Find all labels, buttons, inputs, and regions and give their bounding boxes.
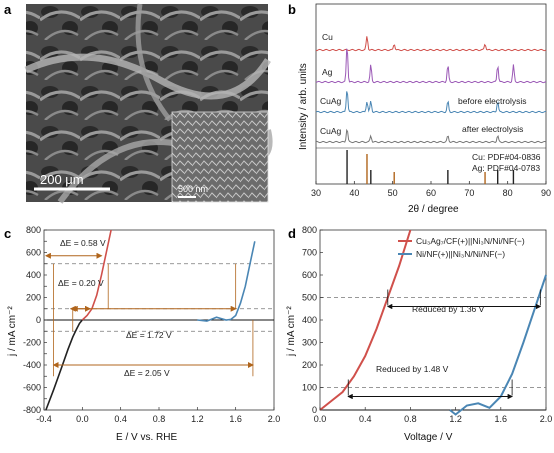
trace-label-ag: Ag xyxy=(322,67,333,77)
lsv-xtick-label-4: 1.2 xyxy=(191,414,204,424)
cell-ytick-label-0: 0 xyxy=(312,405,317,415)
xrd-y-label: Intensity / arb. units xyxy=(298,63,309,150)
cell-ytick-label-5: 500 xyxy=(302,293,317,303)
legend-ninf: Ni/NF(+)||Ni₃N/Ni/NF(−) xyxy=(416,249,505,259)
lsv-curve-2 xyxy=(197,241,256,322)
panel-a: a 200 μm 500 nm xyxy=(4,2,273,204)
lsv-curves xyxy=(45,229,256,411)
xrd-tick-label-5: 80 xyxy=(503,188,513,198)
xrd-tick-label-6: 90 xyxy=(541,188,551,198)
xrd-x-label: 2θ / degree xyxy=(408,204,459,215)
cell-curve-0 xyxy=(319,229,412,411)
lsv-xtick-label-1: 0.0 xyxy=(76,414,89,424)
xrd-tick-label-4: 70 xyxy=(464,188,474,198)
cell-xtick-label-4: 1.6 xyxy=(495,414,508,424)
xrd-traces xyxy=(315,36,547,144)
panel-b: b Cu Ag CuAg CuAg before electrolysis af… xyxy=(288,2,551,215)
xrd-tick-label-0: 30 xyxy=(311,188,321,198)
lsv-xtick-label-3: 0.8 xyxy=(153,414,166,424)
panel-letter-c: c xyxy=(4,226,11,241)
cell-y-label: j / mA cm⁻² xyxy=(286,306,297,357)
xrd-x-ticks: 30 40 50 60 70 80 90 xyxy=(311,181,551,198)
panel-letter-a: a xyxy=(4,2,12,17)
lsv-delta-arrows xyxy=(44,252,254,368)
lsv-ytick-label-2: -600 xyxy=(23,383,41,393)
lsv-xtick-label-6: 2.0 xyxy=(268,414,281,424)
reduced-label-0: Reduced by 1.36 V xyxy=(412,304,485,314)
delta-label-2: ΔE = 1.72 V xyxy=(126,330,172,340)
lsv-xtick-label-0: -0.4 xyxy=(36,414,52,424)
cell-xtick-label-3: 1.2 xyxy=(449,414,462,424)
lsv-x-label: E / V vs. RHE xyxy=(116,432,177,443)
trace-label-cuag-after: CuAg xyxy=(320,126,342,136)
lsv-curve-0 xyxy=(45,319,83,411)
xrd-tick-label-2: 50 xyxy=(388,188,398,198)
cell-ytick-label-2: 200 xyxy=(302,360,317,370)
trace-label-cuag-before: CuAg xyxy=(320,96,342,106)
lsv-ytick-label-16: 800 xyxy=(26,225,41,235)
scale-label-main: 200 μm xyxy=(40,172,84,187)
panel-letter-d: d xyxy=(288,226,296,241)
xrd-trace-2 xyxy=(315,91,546,114)
xrd-trace-1 xyxy=(315,48,547,84)
cell-reference-lines xyxy=(320,297,546,411)
lsv-xtick-label-5: 1.6 xyxy=(229,414,242,424)
cell-ytick-label-8: 800 xyxy=(302,225,317,235)
cell-xtick-label-1: 0.4 xyxy=(359,414,372,424)
cell-ytick-label-7: 700 xyxy=(302,248,317,258)
cell-ytick-label-3: 300 xyxy=(302,338,317,348)
cell-ytick-label-4: 400 xyxy=(302,315,317,325)
cell-reduction-arrows xyxy=(347,289,542,400)
cell-ytick-label-1: 100 xyxy=(302,383,317,393)
xrd-trace-0 xyxy=(315,36,547,52)
cell-xtick-label-2: 0.8 xyxy=(404,414,417,424)
reduced-label-1: Reduced by 1.48 V xyxy=(376,364,449,374)
cell-x-label: Voltage / V xyxy=(404,432,453,443)
pdf-ag-label: Ag: PDF#04-0783 xyxy=(472,163,540,173)
sem-inset xyxy=(172,112,268,202)
lsv-xtick-label-2: 0.4 xyxy=(114,414,127,424)
xrd-reference-lines xyxy=(346,150,515,184)
lsv-y-ticks: -800 -600 -400 -200 0 200 400 600 800 xyxy=(23,225,47,415)
cell-curve-1 xyxy=(449,274,547,416)
lsv-ytick-label-4: -400 xyxy=(23,360,41,370)
cell-xtick-label-0: 0.0 xyxy=(314,414,327,424)
panel-d: d Cu₃Ag₇/CF(+)||Ni₃N/Ni/NF(−) Ni/NF(+)||… xyxy=(286,225,552,443)
lsv-x-ticks: -0.4 0.0 0.4 0.8 1.2 1.6 2.0 xyxy=(36,407,280,424)
lsv-ytick-label-0: -800 xyxy=(23,405,41,415)
lsv-ytick-label-14: 600 xyxy=(26,248,41,258)
lsv-ytick-label-8: 0 xyxy=(36,315,41,325)
cell-xtick-label-5: 2.0 xyxy=(540,414,553,424)
lsv-y-label: j / mA cm⁻² xyxy=(7,306,18,357)
lsv-ytick-label-10: 200 xyxy=(26,293,41,303)
annotation-after: after electrolysis xyxy=(462,124,523,134)
panel-letter-b: b xyxy=(288,2,296,17)
cell-ytick-label-6: 600 xyxy=(302,270,317,280)
annotation-before: before electrolysis xyxy=(458,96,527,106)
lsv-curve-1 xyxy=(81,229,112,321)
xrd-tick-label-3: 60 xyxy=(426,188,436,198)
xrd-tick-label-1: 40 xyxy=(349,188,359,198)
delta-label-0: ΔE = 0.58 V xyxy=(60,238,106,248)
panel-c: c ΔE = 0.58 V ΔE = 0.20 V ΔE = 1.72 V ΔE… xyxy=(4,225,280,443)
trace-label-cu: Cu xyxy=(322,32,333,42)
pdf-cu-label: Cu: PDF#04-0836 xyxy=(472,152,541,162)
legend-cuag: Cu₃Ag₇/CF(+)||Ni₃N/Ni/NF(−) xyxy=(416,236,525,246)
scale-label-inset: 500 nm xyxy=(178,184,208,194)
lsv-ytick-label-12: 400 xyxy=(26,270,41,280)
xrd-trace-3 xyxy=(315,128,547,144)
delta-label-1: ΔE = 0.20 V xyxy=(58,278,104,288)
cell-y-ticks: 0 100 200 300 400 500 600 700 800 xyxy=(302,225,323,415)
delta-label-3: ΔE = 2.05 V xyxy=(124,368,170,378)
cell-curves xyxy=(319,229,547,416)
lsv-ytick-label-6: -200 xyxy=(23,338,41,348)
cell-x-ticks: 0.0 0.4 0.8 1.2 1.6 2.0 xyxy=(314,407,553,424)
